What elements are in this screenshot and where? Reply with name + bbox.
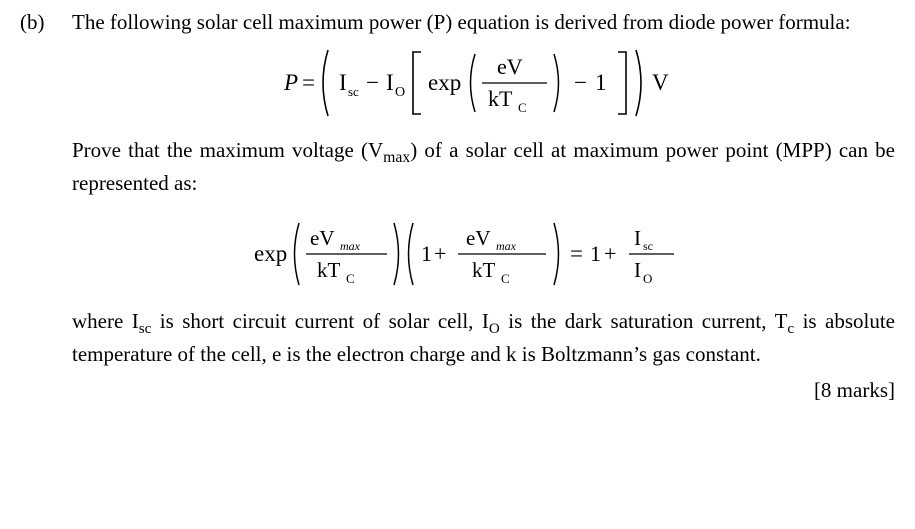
svg-text:C: C xyxy=(501,271,510,286)
svg-text:eV: eV xyxy=(497,54,523,79)
svg-text:1: 1 xyxy=(595,70,607,95)
page: (b) The following solar cell maximum pow… xyxy=(0,0,915,412)
svg-text:+: + xyxy=(604,241,616,266)
svg-text:O: O xyxy=(643,271,652,286)
equation-2-svg: exp eV max kT C 1 + xyxy=(254,215,714,293)
svg-text:sc: sc xyxy=(643,239,653,253)
svg-text:kT: kT xyxy=(488,86,513,111)
svg-text:1: 1 xyxy=(421,241,432,266)
svg-text:=: = xyxy=(570,241,583,266)
equation-1: P = I sc − I O xyxy=(72,44,895,122)
marks-text: [8 marks] xyxy=(72,376,895,404)
tail-s2: O xyxy=(489,321,500,337)
question-body: The following solar cell maximum power (… xyxy=(72,8,895,404)
svg-text:+: + xyxy=(434,241,446,266)
svg-text:I: I xyxy=(339,70,347,95)
intro-text: The following solar cell maximum power (… xyxy=(72,8,895,36)
svg-text:kT: kT xyxy=(472,258,496,282)
svg-text:−: − xyxy=(574,70,587,95)
svg-text:eV: eV xyxy=(310,226,335,250)
mid-text-sub: max xyxy=(383,150,410,167)
svg-text:I: I xyxy=(386,70,394,95)
svg-text:V: V xyxy=(652,70,669,95)
svg-text:eV: eV xyxy=(466,226,491,250)
svg-text:exp: exp xyxy=(254,241,287,266)
mid-text: Prove that the maximum voltage (Vmax) of… xyxy=(72,136,895,197)
svg-text:sc: sc xyxy=(348,84,359,99)
svg-text:P: P xyxy=(284,70,298,95)
svg-text:1: 1 xyxy=(590,241,601,266)
svg-text:O: O xyxy=(395,85,405,100)
svg-text:C: C xyxy=(346,271,355,286)
tail-s1: sc xyxy=(139,321,152,337)
svg-text:exp: exp xyxy=(428,70,461,95)
svg-text:=: = xyxy=(302,70,315,95)
equation-1-svg: P = I sc − I O xyxy=(284,44,684,122)
svg-text:I: I xyxy=(634,258,641,282)
svg-text:max: max xyxy=(340,239,361,253)
equation-2: exp eV max kT C 1 + xyxy=(72,215,895,293)
tail-2: is short circuit current of solar cell, … xyxy=(151,309,489,333)
svg-text:C: C xyxy=(518,100,527,115)
svg-text:−: − xyxy=(366,70,379,95)
svg-text:max: max xyxy=(496,239,517,253)
mid-text-1: Prove that the maximum voltage (V xyxy=(72,138,383,162)
svg-text:kT: kT xyxy=(317,258,341,282)
svg-text:I: I xyxy=(634,226,641,250)
tail-3: is the dark saturation current, T xyxy=(500,309,788,333)
item-label: (b) xyxy=(20,8,72,404)
question-block: (b) The following solar cell maximum pow… xyxy=(20,8,895,404)
tail-text: where Isc is short circuit current of so… xyxy=(72,307,895,368)
tail-1: where I xyxy=(72,309,139,333)
intro-span: The following solar cell maximum power (… xyxy=(72,10,851,34)
